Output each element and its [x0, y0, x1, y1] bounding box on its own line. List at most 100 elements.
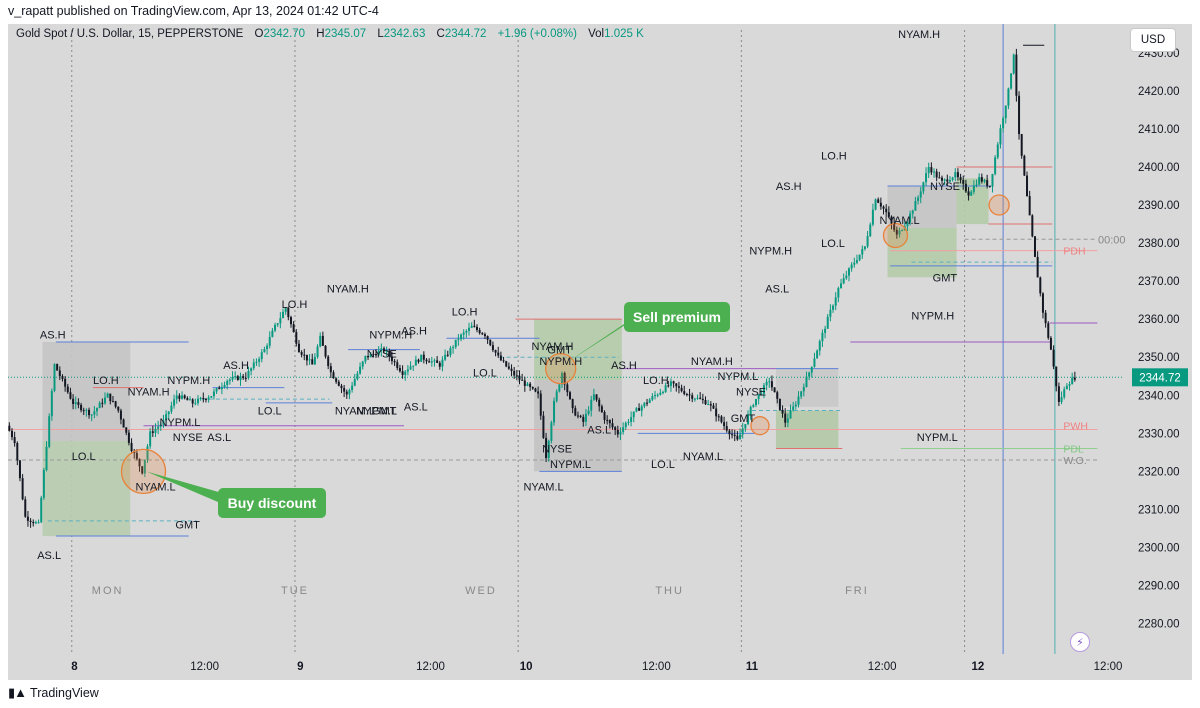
candle-body [220, 386, 223, 390]
candle-body [598, 399, 601, 407]
candle-body [810, 366, 813, 373]
candle-body [829, 309, 832, 317]
candle-body [906, 222, 909, 227]
candle-body [361, 361, 364, 367]
candle-body [531, 386, 534, 389]
candle-body [802, 387, 805, 392]
current-price-tag [1132, 368, 1188, 387]
candle-body [404, 371, 407, 375]
session-label: LO.H [282, 299, 308, 311]
price-axis-tick: 2310.00 [1138, 504, 1180, 516]
candle-body [398, 367, 401, 372]
candle-body [98, 402, 101, 409]
candle-body [747, 414, 750, 425]
candle-body [367, 355, 370, 358]
candle-body [242, 376, 245, 378]
candle-body [818, 341, 821, 351]
candle-body [925, 173, 928, 183]
candle-body [871, 209, 874, 225]
currency-button[interactable]: USD [1130, 28, 1176, 52]
candle-body [723, 422, 726, 427]
candle-body [162, 420, 165, 425]
candle-body [895, 229, 898, 235]
candle-body [752, 405, 755, 407]
session-label: AS.H [776, 181, 802, 193]
footer-brand: ▮▲ TradingView [8, 684, 99, 702]
candle-body [475, 326, 478, 330]
countdown-label: 00:00 [1098, 234, 1126, 246]
candle-body [1007, 88, 1010, 106]
candle-body [940, 177, 943, 181]
time-axis-tick: 9 [297, 661, 303, 673]
candle-body [154, 428, 157, 433]
candle-body [980, 177, 983, 182]
candle-body [1031, 215, 1034, 237]
candle-body [69, 392, 72, 399]
time-axis-tick: 12:00 [868, 661, 897, 673]
candle-body [282, 311, 285, 319]
candle-body [1052, 349, 1055, 367]
session-label: NYPM.H [539, 356, 582, 368]
candle-body [547, 440, 550, 458]
session-label: NYPM.L [159, 417, 200, 429]
lightning-icon[interactable]: ⚡ [1070, 632, 1090, 652]
candle-body [576, 415, 579, 417]
candle-body [1047, 323, 1050, 338]
candle-body [202, 397, 205, 399]
candle-body [539, 393, 542, 416]
candle-body [414, 359, 417, 366]
price-chart[interactable]: AS.H AS.L LO.H LO.L NYAM.H NYAM.L NYPM.H NYPM.L… [8, 24, 1192, 680]
time-axis-tick: 8 [71, 661, 78, 673]
callout-pointer [146, 471, 240, 502]
session-label: AS.H [401, 326, 427, 338]
price-axis-tick: 2360.00 [1138, 314, 1180, 326]
candle-body [308, 359, 311, 361]
candle-body [127, 432, 130, 443]
candle-body [106, 393, 109, 398]
candle-body [704, 400, 707, 405]
candle-body [996, 144, 999, 158]
candle-body [874, 199, 877, 210]
candle-body [624, 422, 627, 428]
candle-body [600, 406, 603, 413]
candle-body [53, 364, 56, 391]
candle-body [470, 325, 473, 328]
candle-body [165, 414, 168, 421]
candle-body [805, 376, 808, 388]
candle-body [268, 336, 271, 346]
candle-body [975, 184, 978, 186]
candle-body [489, 339, 492, 346]
candle-body [627, 421, 630, 423]
chart-panel[interactable]: AS.H AS.L LO.H LO.L NYAM.H NYAM.L NYPM.H NYPM.L… [8, 24, 1192, 680]
session-label: LO.H [93, 375, 119, 387]
sell-premium-label: Sell premium [633, 309, 721, 325]
session-label: GMT [933, 272, 958, 284]
candle-body [914, 200, 917, 211]
candle-body [425, 359, 428, 362]
session-label: NYAM.L [136, 482, 176, 494]
candle-body [584, 413, 587, 422]
candle-body [786, 418, 789, 423]
candle-body [566, 384, 569, 393]
candle-body [608, 420, 611, 424]
candle-body [739, 434, 742, 440]
candle-body [646, 402, 649, 404]
candle-body [858, 254, 861, 261]
candle-body [80, 404, 83, 411]
session-label: GMT [731, 413, 756, 425]
session-label: AS.L [404, 402, 428, 414]
candle-body [983, 180, 986, 182]
candle-body [837, 288, 840, 298]
candle-body [77, 402, 80, 405]
candle-body [103, 397, 106, 404]
candle-body [797, 396, 800, 405]
candle-body [16, 443, 19, 461]
candle-body [13, 437, 16, 444]
session-range-box [42, 342, 131, 441]
price-axis-tick: 2290.00 [1138, 581, 1180, 593]
session-label: LO.L [258, 405, 282, 417]
candle-body [893, 223, 896, 230]
candle-body [223, 384, 226, 387]
price-axis-tick: 2400.00 [1138, 162, 1180, 174]
candle-body [1041, 293, 1044, 313]
